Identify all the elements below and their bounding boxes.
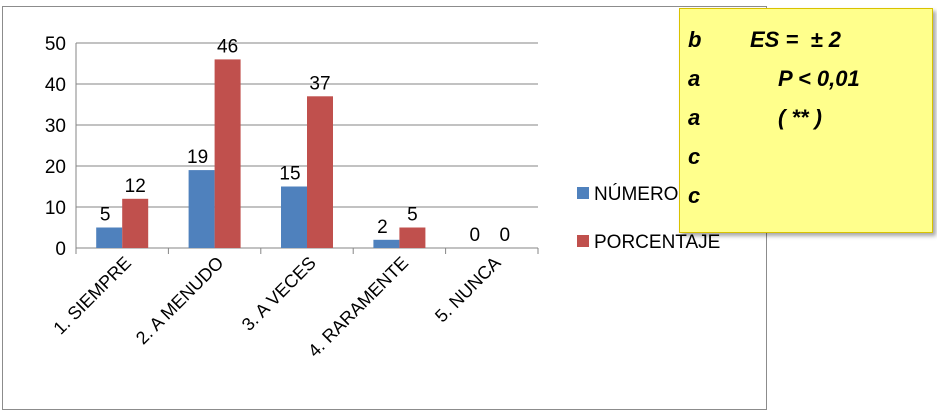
legend-entry: PORCENTAJE <box>594 232 720 253</box>
y-tick-label: 20 <box>45 157 66 178</box>
stat-text: ES = ± 2 <box>750 27 841 52</box>
stats-annotation-box: b ES = ± 2 a P < 0,01 a ( ** ) c c <box>679 8 933 233</box>
bar <box>399 227 426 248</box>
stat-letter: a <box>688 105 701 130</box>
stat-row: c <box>680 144 932 174</box>
x-tick-label: 5. NUNCA <box>431 253 505 327</box>
stat-row: b ES = ± 2 <box>680 27 932 57</box>
data-label: 15 <box>279 164 300 185</box>
bar <box>188 170 215 248</box>
stat-letter: c <box>688 144 701 169</box>
x-tick-label: 1. SIEMPRE <box>49 253 135 339</box>
legend-entry: NÚMERO <box>594 183 678 205</box>
y-tick-label: 10 <box>45 198 66 219</box>
stat-row: a P < 0,01 <box>680 66 932 96</box>
bar <box>214 59 241 249</box>
data-label: 37 <box>309 73 330 94</box>
stat-text: ( ** ) <box>778 105 822 130</box>
legend-swatch <box>577 235 589 247</box>
bar <box>122 198 149 248</box>
bar <box>373 239 400 248</box>
data-label: 46 <box>217 36 238 57</box>
data-label: 0 <box>470 225 481 246</box>
bar <box>281 186 307 248</box>
stat-row: a ( ** ) <box>680 105 932 135</box>
x-tick-label: 3. A VECES <box>238 253 320 335</box>
bar <box>96 227 123 248</box>
y-tick-label: 40 <box>45 75 66 96</box>
stat-letter: b <box>688 27 702 52</box>
data-label: 5 <box>100 205 111 226</box>
data-label: 2 <box>377 217 388 238</box>
chart-frame: 0 10 20 30 40 50 5 19 15 2 0 12 46 37 5 0 1. SIEMPRE 2. A… <box>2 6 767 410</box>
data-label: 12 <box>125 176 146 197</box>
data-label: 5 <box>407 205 418 226</box>
stat-row: c <box>680 183 932 213</box>
stat-letter: a <box>688 66 701 91</box>
x-tick-label: 4. RARAMENTE <box>304 253 412 361</box>
data-label: 19 <box>187 147 208 168</box>
y-tick-label: 30 <box>45 116 66 137</box>
bar <box>307 96 333 248</box>
legend-swatch <box>577 187 589 199</box>
x-tick-label: 2. A MENUDO <box>132 253 227 348</box>
stat-text: P < 0,01 <box>778 66 860 91</box>
data-label: 0 <box>500 225 511 246</box>
stat-letter: c <box>688 183 701 208</box>
y-tick-label: 0 <box>55 239 66 260</box>
y-tick-label: 50 <box>45 34 66 55</box>
